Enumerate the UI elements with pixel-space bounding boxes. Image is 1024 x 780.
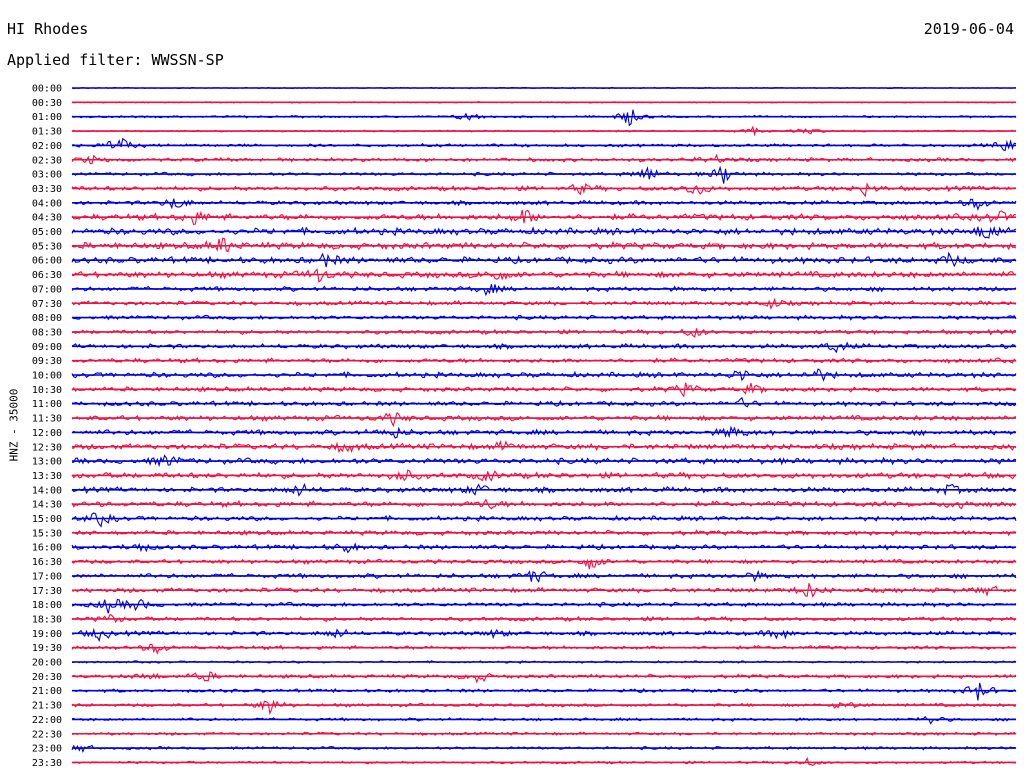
row-time-label: 15:30 [32, 528, 62, 539]
filter-label: Applied filter: WWSSN-SP [7, 51, 224, 69]
row-time-label: 20:00 [32, 658, 62, 669]
row-time-label: 13:30 [32, 471, 62, 482]
row-time-label: 08:30 [32, 327, 62, 338]
row-time-label: 17:00 [32, 571, 62, 582]
trace-line [71, 341, 1017, 354]
trace-line [71, 165, 1017, 184]
plot-date: 2019-06-04 [923, 20, 1014, 38]
row-time-label: 19:00 [32, 629, 62, 640]
row-time-label: 18:00 [32, 600, 62, 611]
trace-line [71, 643, 1017, 655]
row-time-label: 04:30 [32, 213, 62, 224]
row-time-label: 21:00 [32, 686, 62, 697]
row-time-label: 10:30 [32, 385, 62, 396]
row-time-label: 20:30 [32, 672, 62, 683]
row-time-label: 07:00 [32, 284, 62, 295]
trace-line [71, 598, 1017, 614]
trace-line [71, 396, 1017, 408]
trace-line [71, 542, 1017, 554]
row-time-label: 03:30 [32, 184, 62, 195]
row-time-label: 06:30 [32, 270, 62, 281]
row-time-label: 12:00 [32, 428, 62, 439]
row-time-label: 01:30 [32, 127, 62, 138]
row-time-label: 11:30 [32, 414, 62, 425]
trace-line [71, 412, 1017, 428]
row-time-label: 22:00 [32, 715, 62, 726]
row-time-label: 14:00 [32, 485, 62, 496]
row-time-label: 11:00 [32, 399, 62, 410]
row-time-label: 09:30 [32, 356, 62, 367]
row-time-label: 02:00 [32, 141, 62, 152]
trace-line [71, 237, 1017, 253]
row-time-label: 23:30 [32, 758, 62, 769]
row-time-label: 12:30 [32, 442, 62, 453]
row-time-label: 08:00 [32, 313, 62, 324]
row-time-label: 07:30 [32, 299, 62, 310]
row-time-label: 09:00 [32, 342, 62, 353]
trace-line [71, 512, 1017, 528]
row-time-label: 13:00 [32, 457, 62, 468]
row-time-label: 16:00 [32, 543, 62, 554]
row-time-label: 05:00 [32, 227, 62, 238]
row-time-label: 00:30 [32, 98, 62, 109]
row-time-label: 03:00 [32, 170, 62, 181]
row-time-label: 01:00 [32, 112, 62, 123]
trace-line [71, 198, 1017, 212]
row-time-label: 21:30 [32, 701, 62, 712]
trace-line [71, 225, 1017, 239]
row-time-label: 10:00 [32, 371, 62, 382]
row-time-label: 19:30 [32, 643, 62, 654]
trace-line [71, 699, 1017, 716]
row-time-label: 15:00 [32, 514, 62, 525]
trace-line [71, 268, 1017, 283]
row-time-label: 14:30 [32, 500, 62, 511]
row-time-label: 02:30 [32, 155, 62, 166]
row-time-label: 00:00 [32, 84, 62, 95]
row-time-label: 23:00 [32, 744, 62, 755]
station-title: HI Rhodes [7, 20, 89, 38]
trace-line [71, 682, 1017, 701]
trace-line [71, 182, 1016, 198]
row-time-label: 22:30 [32, 729, 62, 740]
trace-line [71, 109, 1017, 127]
row-time-label: 06:00 [32, 256, 62, 267]
row-time-label: 04:00 [32, 198, 62, 209]
row-time-label: 18:30 [32, 614, 62, 625]
trace-line [71, 627, 1017, 643]
row-time-label: 16:30 [32, 557, 62, 568]
row-time-label: 05:30 [32, 241, 62, 252]
row-time-label: 17:30 [32, 586, 62, 597]
